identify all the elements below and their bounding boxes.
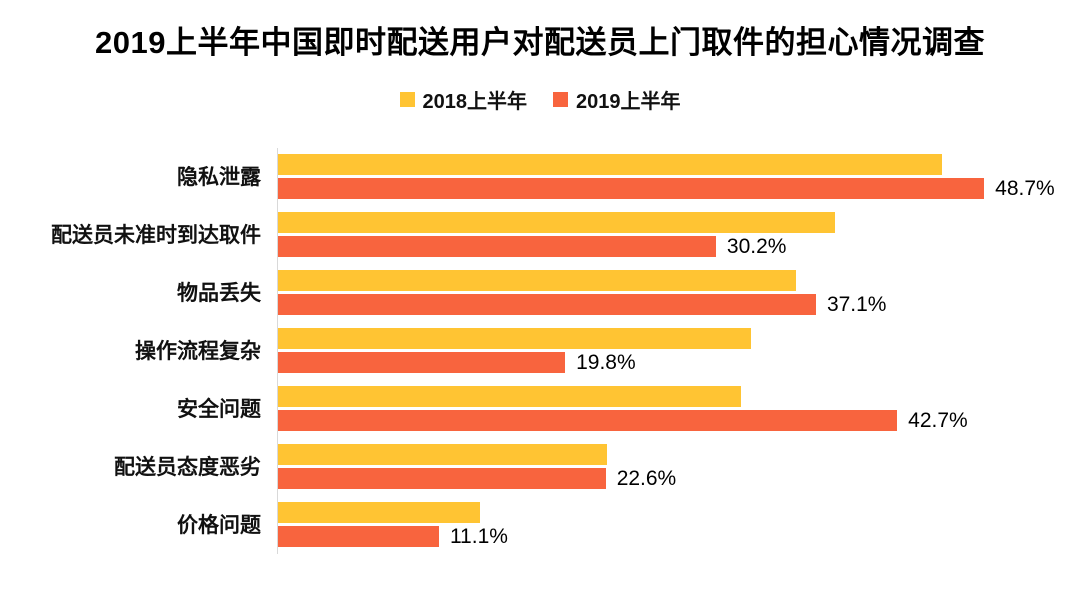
bar-pair: 30.2% (277, 206, 1080, 265)
bar-2019上半年 (278, 468, 606, 490)
bar-2019上半年 (278, 178, 985, 200)
bar-2018上半年 (278, 270, 796, 292)
legend-item: 2019上半年 (553, 85, 681, 114)
legend-item: 2018上半年 (399, 85, 528, 114)
bar-pair: 37.1% (277, 264, 1080, 323)
value-label: 42.7% (908, 408, 968, 432)
value-label: 48.7% (995, 176, 1055, 200)
bar-group: 隐私泄露 48.7% (20, 148, 1080, 207)
category-label: 物品丢失 (177, 281, 261, 305)
value-label: 37.1% (826, 292, 887, 316)
category-label: 配送员态度恶劣 (114, 455, 261, 479)
bar-group: 安全问题 42.7% (20, 380, 1080, 439)
category-label: 安全问题 (177, 397, 261, 421)
bar-2018上半年 (278, 154, 943, 176)
bar-group: 操作流程复杂 19.8% (20, 322, 1080, 381)
bar-line (278, 328, 1080, 350)
value-label: 22.6% (616, 466, 677, 490)
bar-pair: 48.7% (277, 148, 1080, 207)
bar-2019上半年 (278, 294, 816, 316)
bar-2018上半年 (278, 502, 480, 524)
bar-pair: 22.6% (277, 438, 1080, 497)
value-label: 19.8% (576, 350, 636, 374)
bar-2018上半年 (278, 212, 835, 234)
bar-line (278, 444, 1080, 466)
bar-line: 30.2% (278, 234, 1080, 258)
value-label: 30.2% (726, 234, 787, 258)
bar-2019上半年 (278, 236, 716, 258)
legend-label: 2018上半年 (422, 91, 528, 114)
bar-2019上半年 (278, 410, 898, 432)
bar-line (278, 270, 1080, 292)
bar-group: 配送员态度恶劣 22.6% (20, 438, 1080, 497)
bar-line (278, 502, 1080, 524)
bar-line: 11.1% (278, 524, 1080, 548)
legend-swatch (553, 92, 568, 108)
bar-pair: 19.8% (277, 322, 1080, 381)
bar-line: 42.7% (278, 408, 1080, 432)
value-label: 11.1% (449, 524, 508, 548)
bar-pair: 42.7% (277, 380, 1080, 439)
bar-line: 37.1% (278, 292, 1080, 316)
bar-line (278, 154, 1080, 176)
legend-label: 2019上半年 (576, 91, 681, 114)
bar-line: 48.7% (278, 176, 1080, 200)
bar-group: 配送员未准时到达取件 30.2% (20, 206, 1080, 265)
bar-group: 物品丢失 37.1% (20, 264, 1080, 323)
bar-group: 价格问题 11.1% (20, 496, 1080, 555)
bar-line: 22.6% (278, 466, 1080, 490)
category-label: 价格问题 (177, 513, 261, 537)
category-label: 隐私泄露 (177, 165, 261, 189)
legend: 2018上半年 2019上半年 (0, 85, 1080, 114)
legend-swatch (399, 92, 415, 108)
chart-title: 2019上半年中国即时配送用户对配送员上门取件的担心情况调查 (95, 25, 985, 60)
bar-2019上半年 (278, 526, 439, 548)
category-label: 操作流程复杂 (135, 339, 261, 363)
bar-pair: 11.1% (277, 496, 1080, 555)
bar-2018上半年 (278, 328, 751, 350)
bar-line (278, 386, 1080, 408)
bar-line: 19.8% (278, 350, 1080, 374)
bar-chart: 隐私泄露 48.7% 配送员未准时到达取件 30.2% 物品丢失 37.1% 操作流程复杂 1… (0, 148, 1080, 555)
bar-2019上半年 (278, 352, 566, 374)
bar-2018上半年 (278, 444, 608, 466)
category-label: 配送员未准时到达取件 (51, 223, 261, 247)
bar-line (278, 212, 1080, 234)
bar-2018上半年 (278, 386, 741, 408)
